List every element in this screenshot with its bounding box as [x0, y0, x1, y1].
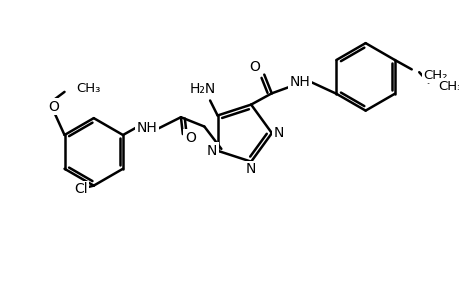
Text: CH₃: CH₃ [76, 82, 100, 94]
Text: N: N [207, 144, 217, 158]
Text: O: O [249, 60, 260, 74]
Text: CH₃: CH₃ [437, 80, 459, 93]
Text: O: O [48, 100, 59, 114]
Text: Cl: Cl [73, 182, 87, 197]
Text: O: O [185, 131, 196, 145]
Text: N: N [273, 126, 283, 140]
Text: H₂N: H₂N [189, 82, 215, 96]
Text: CH₂: CH₂ [422, 68, 447, 82]
Text: N: N [246, 162, 256, 176]
Text: NH: NH [289, 75, 309, 89]
Text: NH: NH [136, 121, 157, 134]
